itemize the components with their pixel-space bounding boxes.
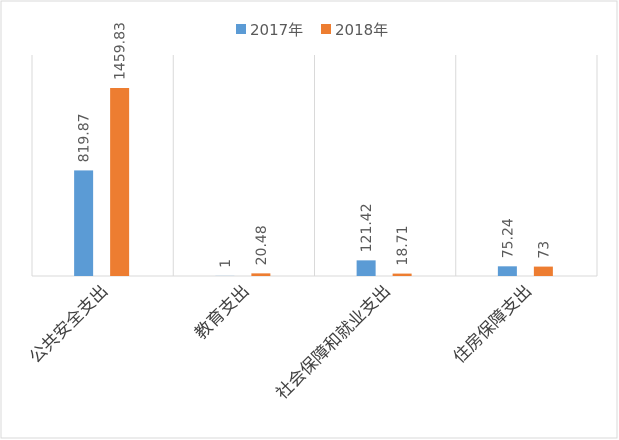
bar bbox=[110, 88, 130, 276]
value-label: 73 bbox=[536, 241, 552, 259]
bar bbox=[497, 266, 517, 276]
bar bbox=[392, 273, 412, 276]
legend-label: 2018年 bbox=[335, 21, 388, 39]
legend: 2017年 2018年 bbox=[236, 21, 388, 39]
value-label: 20.48 bbox=[254, 225, 270, 265]
value-label: 75.24 bbox=[500, 218, 516, 258]
bar bbox=[356, 260, 376, 276]
bar bbox=[74, 170, 94, 276]
legend-swatch bbox=[321, 24, 331, 34]
bar bbox=[533, 266, 553, 276]
bar bbox=[251, 273, 271, 276]
legend-label: 2017年 bbox=[250, 21, 303, 39]
value-label: 121.42 bbox=[359, 203, 375, 252]
value-label: 1459.83 bbox=[113, 22, 129, 80]
value-label: 1 bbox=[218, 259, 234, 268]
legend-swatch bbox=[236, 24, 246, 34]
value-label: 819.87 bbox=[77, 113, 93, 162]
value-label: 18.71 bbox=[395, 225, 411, 265]
